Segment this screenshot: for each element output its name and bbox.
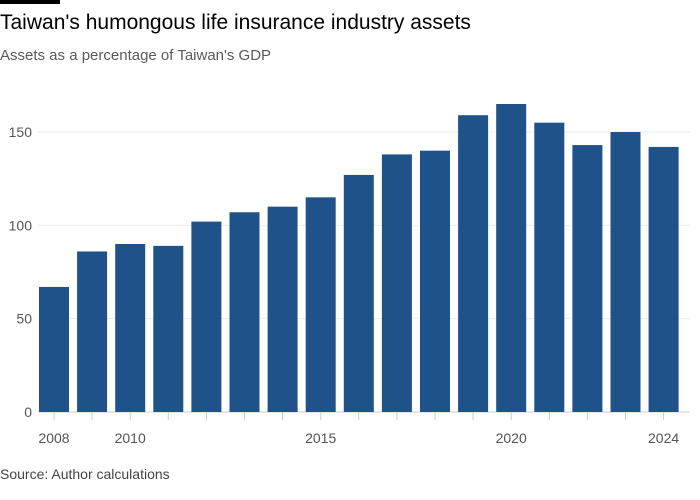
y-tick-label: 150	[9, 124, 33, 140]
x-tick-label: 2024	[648, 430, 679, 446]
brand-bar	[0, 0, 60, 4]
bar-2017	[381, 154, 412, 412]
bar-2010	[115, 244, 146, 412]
bar-2023	[610, 132, 641, 412]
bar-2024	[648, 146, 679, 412]
chart-subtitle: Assets as a percentage of Taiwan's GDP	[0, 47, 272, 64]
bar-2018	[420, 150, 450, 412]
bar-2013	[229, 212, 260, 412]
x-tick-label: 2010	[115, 430, 146, 446]
bar-2020	[496, 104, 527, 412]
bar-2019	[458, 115, 489, 412]
bar-2009	[77, 251, 108, 412]
bar-2008	[39, 286, 69, 412]
bar-2016	[343, 174, 374, 412]
bar-2014	[267, 206, 298, 412]
chart-title: Taiwan's humongous life insurance indust…	[0, 11, 471, 34]
x-tick-label: 2015	[305, 430, 336, 446]
bar-2015	[305, 197, 336, 412]
bar-2021	[534, 122, 565, 413]
y-tick-label: 50	[16, 311, 32, 327]
bar-chart: 0 50 100 150 2008 2010 2015 2020 2024	[9, 104, 690, 446]
bar-2012	[191, 221, 222, 412]
x-tick-label: 2020	[496, 430, 527, 446]
x-tick-label: 2008	[38, 430, 69, 446]
y-tick-label: 0	[24, 404, 32, 420]
bar-2022	[572, 145, 603, 413]
bar-2011	[153, 245, 184, 412]
chart-source: Source: Author calculations	[0, 466, 170, 482]
y-tick-label: 100	[9, 217, 33, 233]
